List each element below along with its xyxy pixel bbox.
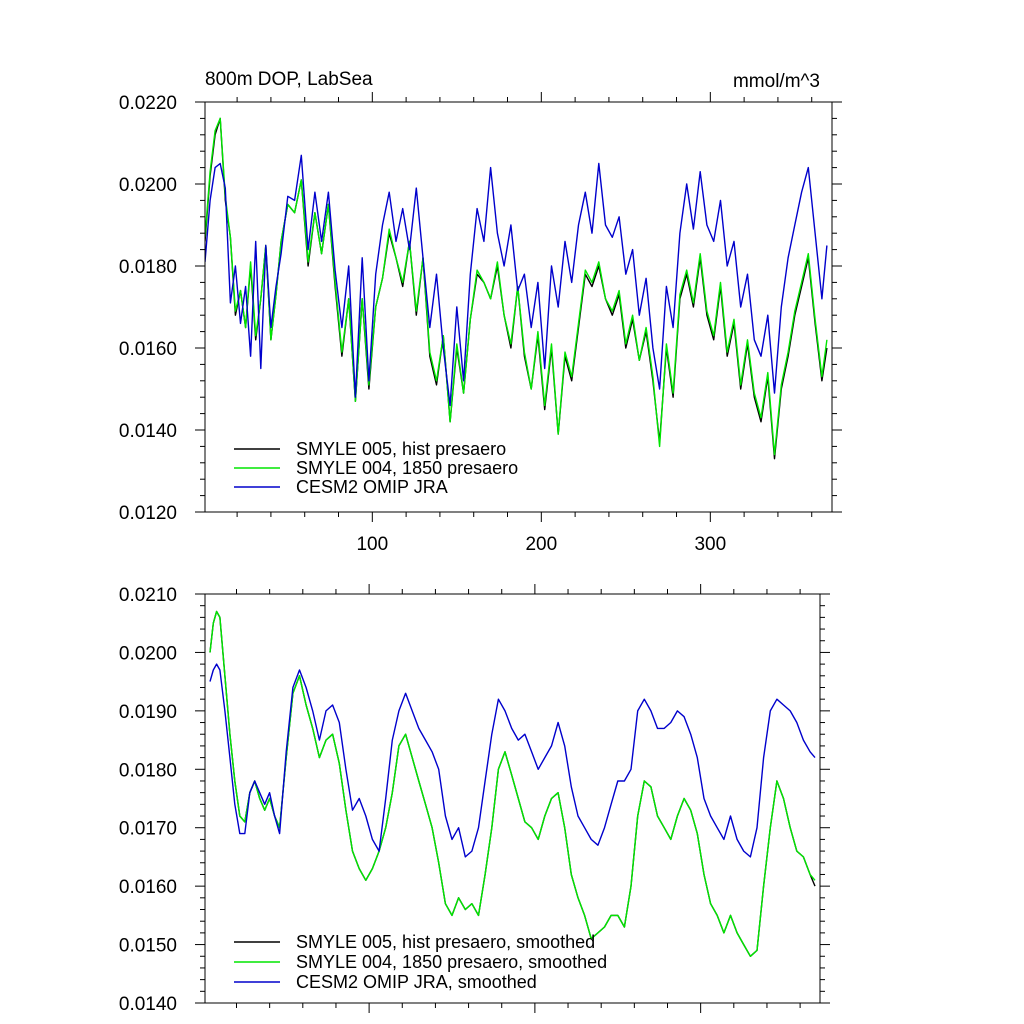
- y-tick-label: 0.0200: [119, 175, 177, 196]
- legend: SMYLE 005, hist presaero, smoothedSMYLE …: [234, 932, 607, 992]
- y-tick-label: 0.0160: [119, 339, 177, 360]
- y-tick-label: 0.0190: [119, 702, 177, 723]
- y-tick-label: 0.0150: [119, 936, 177, 957]
- legend-label: CESM2 OMIP JRA, smoothed: [296, 972, 537, 992]
- series-line-1: [205, 117, 828, 456]
- figure-title: 800m DOP, LabSea: [205, 69, 373, 90]
- y-tick-label: 0.0180: [119, 257, 177, 278]
- series-line-2: [205, 154, 828, 407]
- y-tick-label: 0.0210: [119, 585, 177, 606]
- x-tick-label: 200: [525, 534, 557, 555]
- top-panel: 0.0120 0.0140 0.0160 0.0180 0.0200 0.0220 100 2…: [119, 92, 842, 555]
- legend-label: SMYLE 005, hist presaero: [296, 439, 506, 459]
- bottom-panel: 0.0140 0.0150 0.0160 0.0170 0.0180 0.0190 0.02…: [119, 584, 830, 1015]
- y-tick-label: 0.0170: [119, 819, 177, 840]
- y-tick-label: 0.0140: [119, 421, 177, 442]
- y-tick-label: 0.0160: [119, 877, 177, 898]
- series-group: [209, 610, 816, 957]
- legend-label: SMYLE 004, 1850 presaero, smoothed: [296, 952, 607, 972]
- x-tick-label: 300: [694, 534, 726, 555]
- series-group: [205, 117, 828, 460]
- legend-label: SMYLE 005, hist presaero, smoothed: [296, 932, 595, 952]
- units-label: mmol/m^3: [733, 71, 820, 92]
- y-tick-label: 0.0220: [119, 93, 177, 114]
- x-tick-label: 100: [356, 534, 388, 555]
- y-tick-label: 0.0200: [119, 643, 177, 664]
- legend-label: SMYLE 004, 1850 presaero: [296, 458, 518, 478]
- series-line-0: [209, 610, 816, 957]
- series-line-2: [209, 663, 816, 858]
- y-tick-label: 0.0120: [119, 503, 177, 524]
- plot-frame: [204, 101, 833, 513]
- plot-frame: [204, 593, 821, 1004]
- legend-label: CESM2 OMIP JRA: [296, 477, 448, 497]
- y-tick-label: 0.0180: [119, 760, 177, 781]
- series-line-0: [205, 117, 828, 460]
- y-tick-label: 0.0140: [119, 994, 177, 1015]
- series-line-1: [209, 610, 816, 957]
